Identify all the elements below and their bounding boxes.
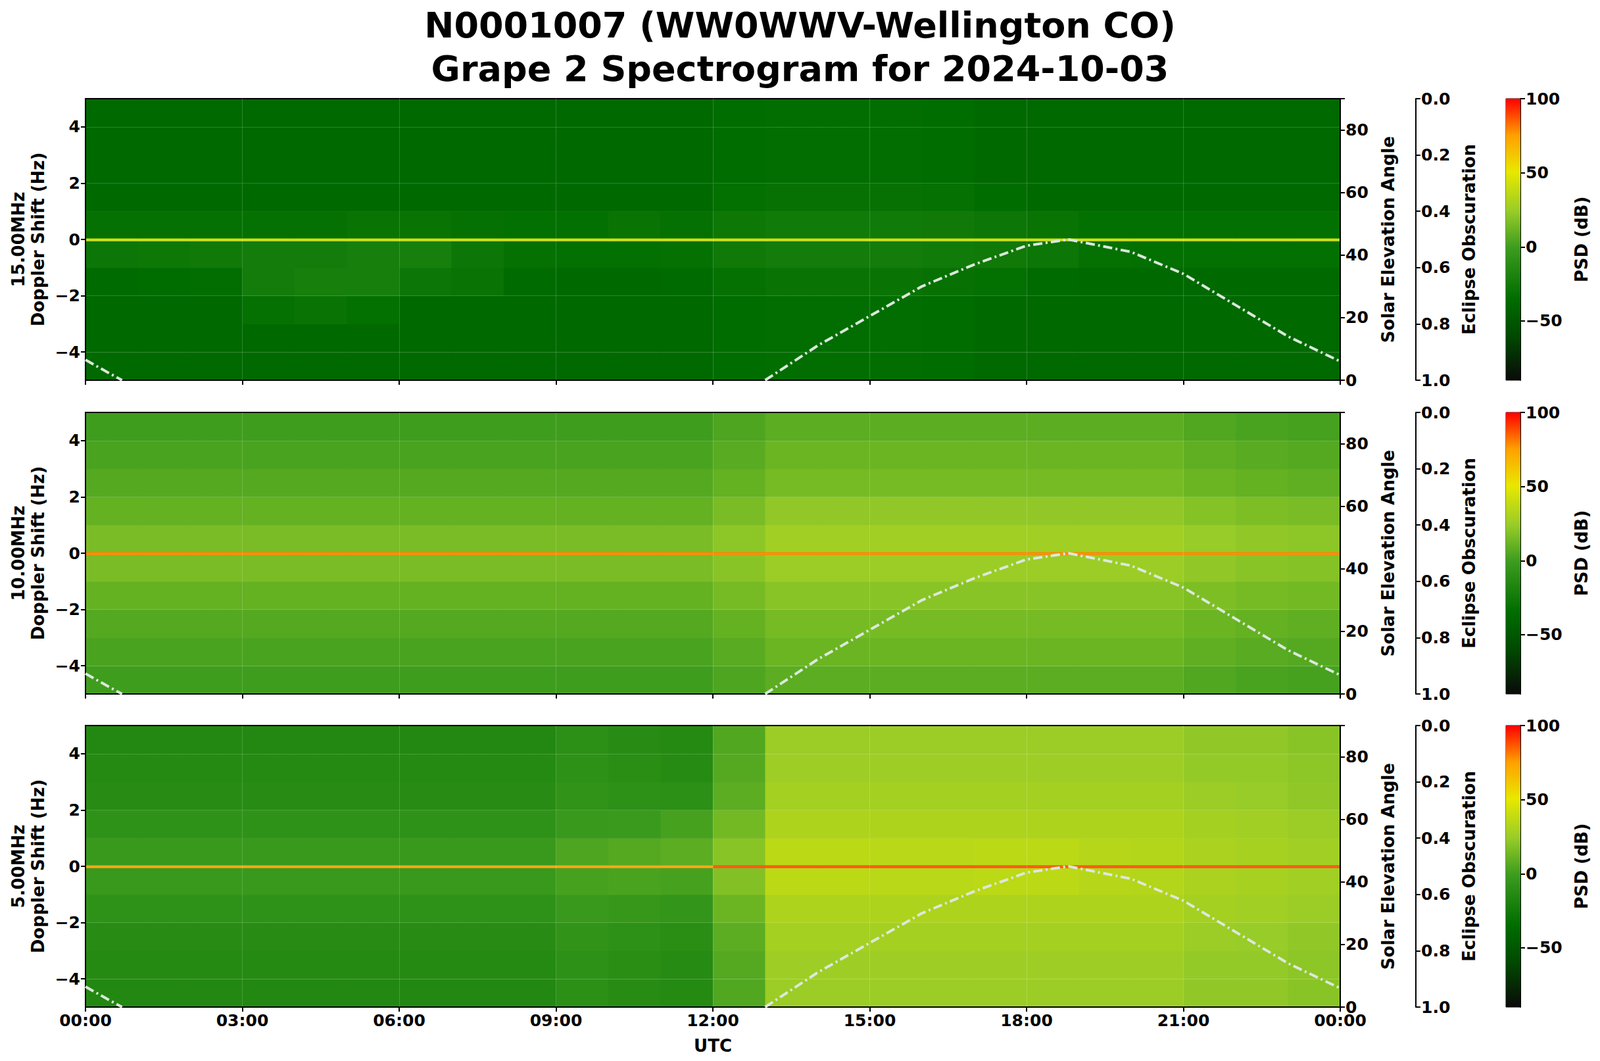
svg-text:−2: −2 bbox=[55, 912, 81, 932]
svg-text:0.0: 0.0 bbox=[1421, 403, 1451, 423]
svg-text:09:00: 09:00 bbox=[530, 1010, 583, 1030]
svg-text:−2: −2 bbox=[55, 599, 81, 619]
svg-text:60: 60 bbox=[1345, 182, 1369, 202]
svg-text:03:00: 03:00 bbox=[216, 1010, 269, 1030]
svg-text:PSD (dB): PSD (dB) bbox=[1571, 823, 1592, 910]
svg-text:20: 20 bbox=[1345, 307, 1369, 327]
svg-text:Doppler Shift (Hz): Doppler Shift (Hz) bbox=[28, 466, 49, 641]
svg-text:10.00MHz: 10.00MHz bbox=[8, 505, 29, 601]
svg-text:−50: −50 bbox=[1525, 311, 1563, 331]
svg-text:0.6: 0.6 bbox=[1421, 571, 1451, 591]
svg-text:0.4: 0.4 bbox=[1421, 201, 1451, 221]
svg-text:Solar Elevation Angle: Solar Elevation Angle bbox=[1378, 762, 1399, 970]
svg-text:0.4: 0.4 bbox=[1421, 515, 1451, 535]
svg-text:Solar Elevation Angle: Solar Elevation Angle bbox=[1378, 449, 1399, 657]
svg-text:50: 50 bbox=[1525, 476, 1549, 496]
svg-text:80: 80 bbox=[1345, 120, 1369, 140]
svg-text:0: 0 bbox=[1525, 237, 1537, 257]
svg-text:1.0: 1.0 bbox=[1421, 370, 1451, 390]
svg-text:0: 0 bbox=[1525, 864, 1537, 884]
svg-text:−2: −2 bbox=[55, 286, 81, 306]
svg-text:2: 2 bbox=[69, 487, 81, 507]
svg-text:40: 40 bbox=[1345, 558, 1369, 579]
svg-text:21:00: 21:00 bbox=[1157, 1010, 1211, 1030]
svg-text:0.8: 0.8 bbox=[1421, 628, 1451, 648]
svg-text:100: 100 bbox=[1525, 89, 1560, 109]
svg-text:4: 4 bbox=[69, 743, 81, 763]
svg-text:5.00MHz: 5.00MHz bbox=[8, 824, 29, 909]
svg-text:−4: −4 bbox=[55, 656, 81, 676]
svg-text:4: 4 bbox=[69, 430, 81, 450]
svg-text:00:00: 00:00 bbox=[59, 1010, 112, 1030]
svg-text:1.0: 1.0 bbox=[1421, 997, 1451, 1017]
svg-text:0.2: 0.2 bbox=[1421, 459, 1451, 479]
svg-text:15:00: 15:00 bbox=[843, 1010, 897, 1030]
svg-text:0: 0 bbox=[69, 856, 81, 876]
svg-text:−50: −50 bbox=[1525, 624, 1563, 644]
svg-text:0.6: 0.6 bbox=[1421, 884, 1451, 904]
svg-text:20: 20 bbox=[1345, 934, 1369, 954]
svg-text:100: 100 bbox=[1525, 716, 1560, 736]
svg-text:40: 40 bbox=[1345, 872, 1369, 892]
svg-text:06:00: 06:00 bbox=[372, 1010, 426, 1030]
svg-text:UTC: UTC bbox=[693, 1035, 732, 1056]
svg-text:0.8: 0.8 bbox=[1421, 941, 1451, 961]
svg-text:0: 0 bbox=[1345, 997, 1357, 1017]
svg-text:PSD (dB): PSD (dB) bbox=[1571, 510, 1592, 597]
svg-text:4: 4 bbox=[69, 117, 81, 137]
svg-text:60: 60 bbox=[1345, 809, 1369, 829]
svg-text:80: 80 bbox=[1345, 747, 1369, 767]
svg-text:0: 0 bbox=[69, 230, 81, 250]
svg-text:−4: −4 bbox=[55, 969, 81, 989]
svg-text:20: 20 bbox=[1345, 621, 1369, 641]
svg-text:0.2: 0.2 bbox=[1421, 145, 1451, 165]
svg-text:0.2: 0.2 bbox=[1421, 772, 1451, 792]
svg-text:0: 0 bbox=[1345, 684, 1357, 704]
svg-text:−50: −50 bbox=[1525, 937, 1563, 957]
svg-text:80: 80 bbox=[1345, 434, 1369, 454]
svg-text:Doppler Shift (Hz): Doppler Shift (Hz) bbox=[28, 152, 49, 327]
svg-text:2: 2 bbox=[69, 800, 81, 820]
svg-text:0.0: 0.0 bbox=[1421, 716, 1451, 736]
svg-text:0.0: 0.0 bbox=[1421, 89, 1451, 109]
svg-text:1.0: 1.0 bbox=[1421, 684, 1451, 704]
svg-text:0: 0 bbox=[1345, 370, 1357, 390]
svg-text:Doppler Shift (Hz): Doppler Shift (Hz) bbox=[28, 779, 49, 954]
svg-text:40: 40 bbox=[1345, 245, 1369, 265]
svg-text:2: 2 bbox=[69, 173, 81, 193]
svg-text:Eclipse Obscuration: Eclipse Obscuration bbox=[1459, 144, 1479, 335]
svg-text:Solar Elevation Angle: Solar Elevation Angle bbox=[1378, 136, 1399, 343]
svg-text:Eclipse Obscuration: Eclipse Obscuration bbox=[1459, 770, 1479, 962]
svg-text:0.6: 0.6 bbox=[1421, 257, 1451, 277]
svg-text:00:00: 00:00 bbox=[1313, 1010, 1367, 1030]
svg-text:50: 50 bbox=[1525, 789, 1549, 809]
svg-text:Grape 2 Spectrogram for 2024-1: Grape 2 Spectrogram for 2024-10-03 bbox=[431, 48, 1170, 90]
svg-text:0.8: 0.8 bbox=[1421, 314, 1451, 334]
svg-text:18:00: 18:00 bbox=[1000, 1010, 1053, 1030]
svg-text:0.4: 0.4 bbox=[1421, 828, 1451, 848]
svg-text:15.00MHz: 15.00MHz bbox=[8, 191, 29, 287]
svg-text:100: 100 bbox=[1525, 403, 1560, 423]
svg-text:60: 60 bbox=[1345, 496, 1369, 516]
svg-text:Eclipse Obscuration: Eclipse Obscuration bbox=[1459, 457, 1479, 649]
svg-text:0: 0 bbox=[69, 543, 81, 563]
svg-text:PSD (dB): PSD (dB) bbox=[1571, 196, 1592, 283]
svg-text:50: 50 bbox=[1525, 163, 1549, 183]
svg-text:12:00: 12:00 bbox=[686, 1010, 740, 1030]
svg-text:N0001007 (WW0WWV-Wellington CO: N0001007 (WW0WWV-Wellington CO) bbox=[424, 4, 1176, 47]
svg-text:0: 0 bbox=[1525, 551, 1537, 571]
svg-text:−4: −4 bbox=[55, 342, 81, 362]
